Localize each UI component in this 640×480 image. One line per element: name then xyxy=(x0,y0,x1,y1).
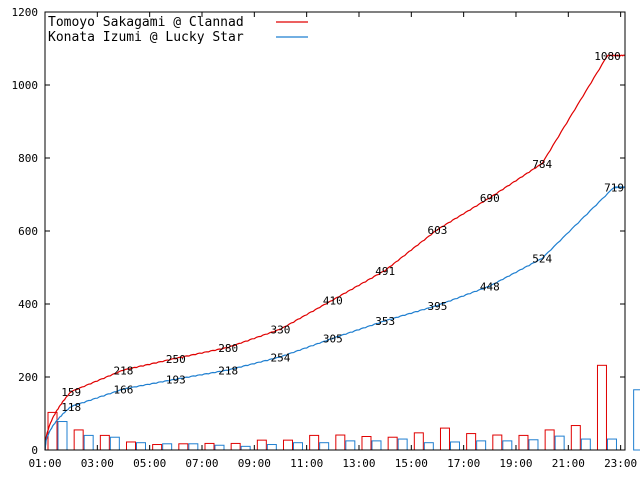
cumulative-data-label: 491 xyxy=(375,265,395,278)
legend-label: Tomoyo Sakagami @ Clannad xyxy=(48,15,244,30)
cumulative-data-label: 448 xyxy=(480,280,500,293)
bar-konata xyxy=(214,444,225,451)
bar-konata xyxy=(371,440,382,451)
cumulative-data-label: 410 xyxy=(323,294,343,307)
cumulative-data-label: 330 xyxy=(271,324,291,337)
x-tick-label: 15:00 xyxy=(395,457,428,470)
cumulative-data-label: 166 xyxy=(114,383,134,396)
bar-tomoyo xyxy=(73,429,84,451)
bar-konata xyxy=(449,441,460,451)
cumulative-data-label: 280 xyxy=(218,342,238,355)
bar-tomoyo xyxy=(152,444,163,451)
bar-konata xyxy=(606,438,617,451)
cumulative-data-label: 218 xyxy=(218,364,238,377)
bar-konata xyxy=(528,439,539,451)
bar-konata xyxy=(109,436,120,451)
bar-konata xyxy=(580,438,591,451)
bar-tomoyo xyxy=(178,443,189,451)
cumulative-line-konata xyxy=(44,186,626,451)
bar-konata xyxy=(292,442,303,451)
bar-tomoyo xyxy=(518,434,529,451)
bar-konata xyxy=(57,421,68,451)
cumulative-data-label: 305 xyxy=(323,333,343,346)
bar-konata xyxy=(319,442,330,451)
bar-tomoyo xyxy=(361,435,372,451)
cumulative-data-label: 159 xyxy=(61,386,81,399)
bar-konata xyxy=(554,435,565,451)
bar-tomoyo xyxy=(544,429,555,451)
bar-tomoyo xyxy=(230,442,241,451)
x-tick-label: 01:00 xyxy=(28,457,61,470)
cumulative-line-tomoyo xyxy=(44,54,626,451)
x-tick-label: 07:00 xyxy=(185,457,218,470)
y-tick-label: 600 xyxy=(18,225,38,238)
bar-tomoyo xyxy=(125,441,136,451)
cumulative-data-label: 218 xyxy=(114,364,134,377)
cumulative-data-label: 603 xyxy=(428,224,448,237)
cumulative-data-label: 250 xyxy=(166,353,186,366)
bar-konata xyxy=(633,389,640,451)
cumulative-lines xyxy=(44,54,626,451)
x-tick-label: 17:00 xyxy=(447,457,480,470)
y-tick-label: 1000 xyxy=(12,79,39,92)
bar-tomoyo xyxy=(492,434,503,451)
bar-tomoyo xyxy=(204,442,215,451)
x-tick-label: 03:00 xyxy=(81,457,114,470)
bar-tomoyo xyxy=(256,439,267,451)
bar-konata xyxy=(83,434,94,451)
cumulative-data-label: 353 xyxy=(375,315,395,328)
bar-tomoyo xyxy=(335,434,346,451)
cumulative-data-label: 784 xyxy=(532,158,552,171)
bar-tomoyo xyxy=(466,433,477,451)
bar-konata xyxy=(266,444,277,451)
bar-tomoyo xyxy=(387,436,398,451)
bar-konata xyxy=(188,443,199,451)
bar-konata xyxy=(240,445,251,451)
bar-konata xyxy=(423,442,434,451)
x-tick-label: 13:00 xyxy=(342,457,375,470)
x-tick-label: 23:00 xyxy=(604,457,637,470)
cumulative-data-label: 395 xyxy=(428,300,448,313)
y-tick-label: 400 xyxy=(18,298,38,311)
cumulative-data-label: 1080 xyxy=(594,50,621,63)
hourly-bars xyxy=(47,364,640,451)
bar-tomoyo xyxy=(439,427,450,451)
cumulative-data-label: 690 xyxy=(480,192,500,205)
bar-tomoyo xyxy=(596,364,607,451)
x-tick-label: 21:00 xyxy=(552,457,585,470)
bar-tomoyo xyxy=(413,432,424,451)
bar-konata xyxy=(476,440,487,451)
x-tick-label: 11:00 xyxy=(290,457,323,470)
bar-tomoyo xyxy=(99,434,110,451)
y-tick-label: 800 xyxy=(18,152,38,165)
bar-konata xyxy=(345,440,356,451)
bar-konata xyxy=(162,443,173,451)
y-tick-label: 0 xyxy=(31,444,38,457)
cumulative-data-label: 719 xyxy=(604,182,624,195)
value-annotations: 159 218 250 280 330 410 491 603 690 784 1080 118 166… xyxy=(61,50,624,414)
cumulative-data-label: 193 xyxy=(166,374,186,387)
cumulative-data-label: 254 xyxy=(271,351,291,364)
x-tick-label: 05:00 xyxy=(133,457,166,470)
bar-tomoyo xyxy=(570,425,581,451)
bar-konata xyxy=(397,438,408,451)
cumulative-data-label: 524 xyxy=(532,253,552,266)
cumulative-data-label: 118 xyxy=(61,401,81,414)
y-tick-label: 1200 xyxy=(12,6,39,19)
bar-tomoyo xyxy=(309,434,320,451)
bar-konata xyxy=(502,440,513,451)
bar-tomoyo xyxy=(282,439,293,451)
x-tick-label: 19:00 xyxy=(499,457,532,470)
legend-label: Konata Izumi @ Lucky Star xyxy=(48,30,244,45)
y-tick-label: 200 xyxy=(18,371,38,384)
x-tick-label: 09:00 xyxy=(238,457,271,470)
bar-konata xyxy=(135,442,146,451)
axes: 0 200 400 600 800 1000 1200 01:00 03:00 05:00 07:0… xyxy=(12,6,638,470)
